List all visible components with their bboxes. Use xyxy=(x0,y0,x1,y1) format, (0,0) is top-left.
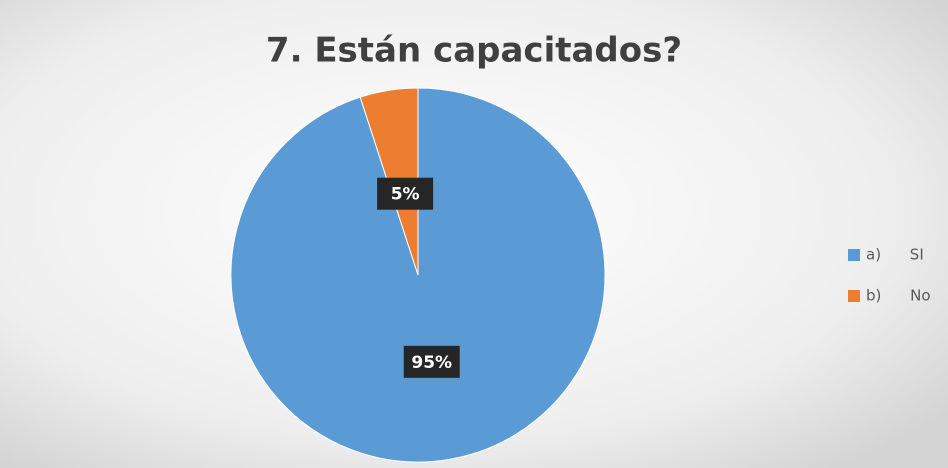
chart-title: 7. Están capacitados? xyxy=(266,31,682,71)
data-label-box xyxy=(403,345,460,378)
legend-label: a) SI xyxy=(866,246,924,264)
data-label-text: 5% xyxy=(391,185,420,205)
data-label: 5% xyxy=(377,177,434,210)
legend-swatch xyxy=(848,290,860,302)
legend-swatch xyxy=(848,249,860,261)
data-label-box xyxy=(377,177,434,210)
data-label-text: 95% xyxy=(411,353,452,373)
data-label: 95% xyxy=(403,345,460,378)
legend-label: b) No xyxy=(866,287,931,305)
